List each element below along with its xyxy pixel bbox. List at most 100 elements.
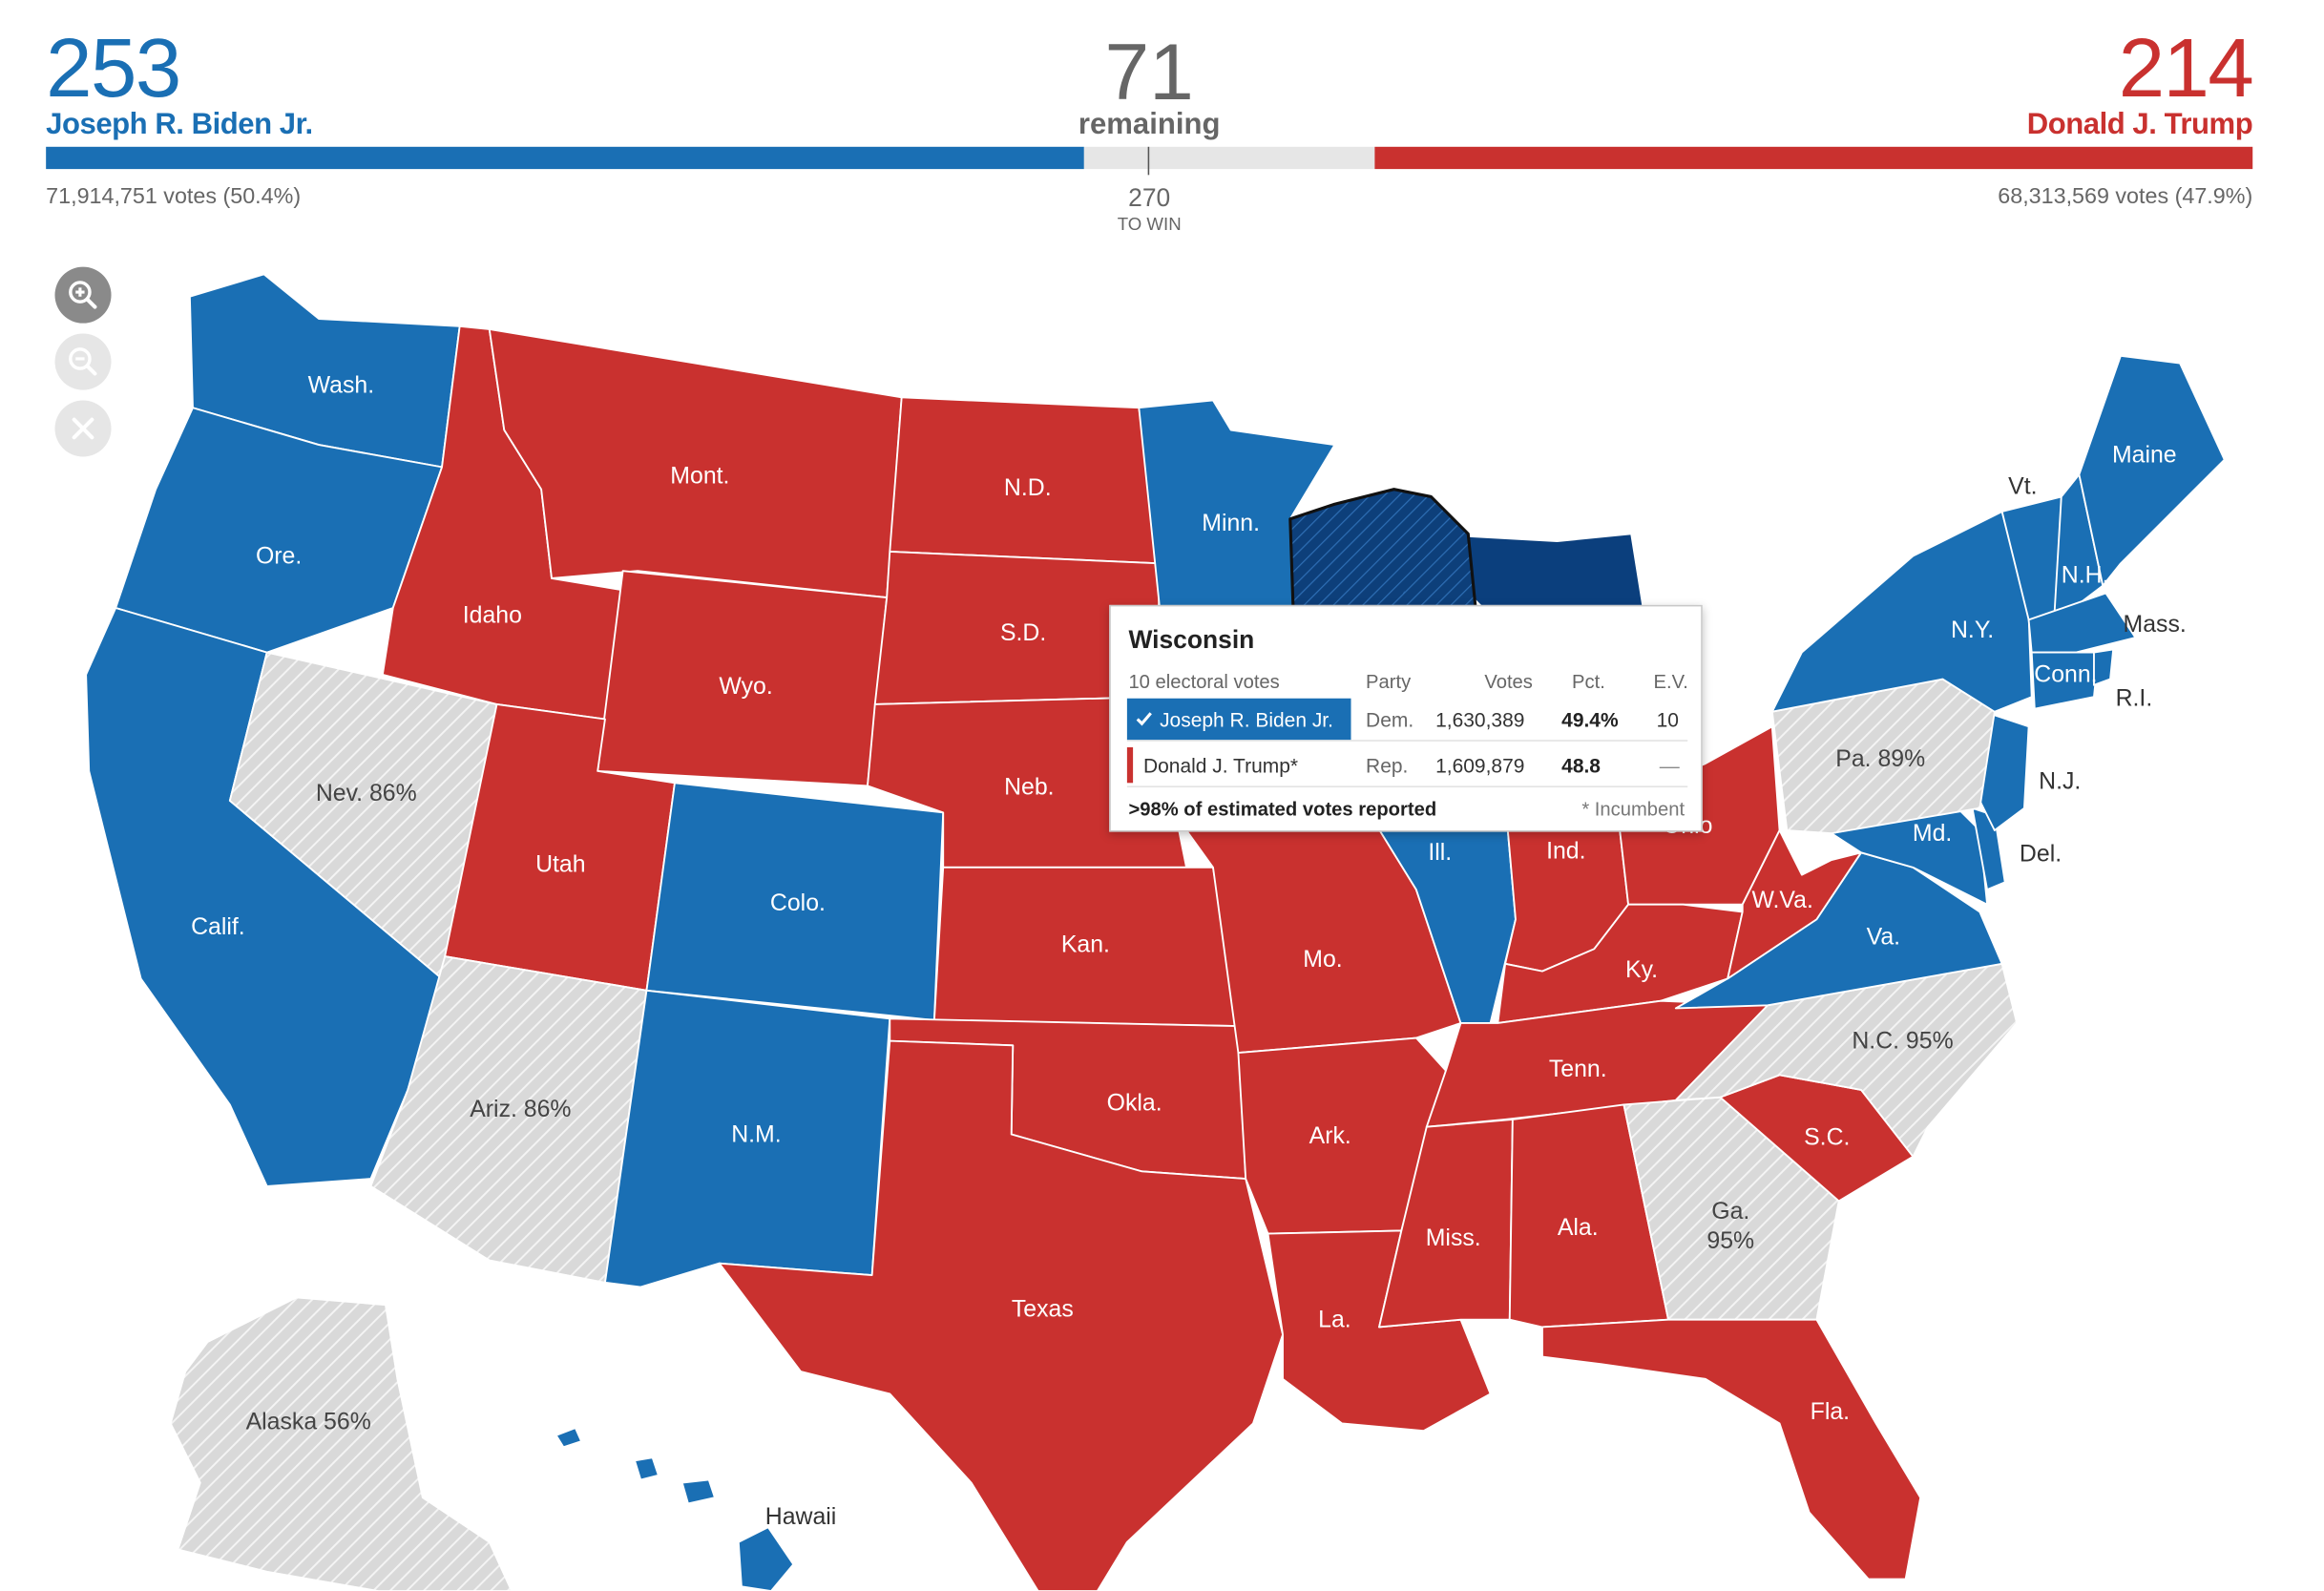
state-mass[interactable]: [2027, 592, 2137, 654]
tooltip-votes: 1,630,389: [1435, 708, 1525, 731]
label-ny: N.Y.: [1951, 618, 1994, 643]
label-nm: N.M.: [731, 1121, 781, 1147]
state-maine[interactable]: [2078, 354, 2226, 587]
state-ny[interactable]: [1770, 511, 2033, 713]
state-texas[interactable]: [718, 1039, 1284, 1591]
tooltip-col-pct: Pct.: [1572, 670, 1605, 693]
label-conn: Conn.: [2034, 662, 2097, 688]
zoom-in-icon: [69, 281, 97, 309]
label-pa: Pa. 89%: [1835, 746, 1925, 772]
biden-name: Joseph R. Biden Jr.: [46, 108, 313, 141]
tooltip-incumbent-note: * Incumbent: [1581, 797, 1685, 821]
tooltip-ev: —: [1659, 754, 1680, 778]
label-wva: W.Va.: [1751, 888, 1812, 913]
close-icon: [72, 417, 94, 440]
tooltip-pct: 48.8: [1561, 754, 1601, 778]
label-alaska: Alaska 56%: [246, 1410, 371, 1435]
tooltip-state-name: Wisconsin: [1128, 625, 1255, 655]
state-hawaii[interactable]: [737, 1526, 795, 1591]
tooltip-divider: [1126, 740, 1688, 742]
zoom-out-button[interactable]: [54, 333, 112, 390]
label-ariz: Ariz. 86%: [470, 1097, 571, 1122]
zoom-in-button[interactable]: [54, 266, 112, 324]
label-nh: N.H.: [2062, 563, 2109, 589]
trump-name: Donald J. Trump: [2026, 108, 2253, 141]
label-nj: N.J.: [2039, 769, 2081, 795]
tooltip-col-ev: E.V.: [1653, 670, 1688, 693]
tooltip-candidate-name: Donald J. Trump*: [1142, 754, 1299, 778]
label-ind: Ind.: [1546, 839, 1585, 865]
trump-progress-bar: [1374, 146, 2253, 170]
label-ga-pct: 95%: [1706, 1228, 1754, 1254]
label-ga: Ga.: [1711, 1199, 1749, 1225]
state-fla[interactable]: [1541, 1318, 1922, 1581]
remaining-label: remaining: [1078, 108, 1221, 141]
label-vt: Vt.: [2008, 473, 2037, 499]
label-nd: N.D.: [1004, 475, 1052, 501]
label-la: La.: [1318, 1307, 1351, 1332]
tooltip-electoral-votes: 10 electoral votes: [1128, 670, 1280, 693]
trump-electoral-votes: 214: [2118, 20, 2254, 115]
label-texas: Texas: [1012, 1297, 1074, 1323]
tooltip-col-votes: Votes: [1484, 670, 1533, 693]
tooltip-col-party: Party: [1366, 670, 1412, 693]
label-hawaii: Hawaii: [765, 1504, 837, 1530]
label-md: Md.: [1913, 821, 1952, 847]
label-nev: Nev. 86%: [316, 781, 417, 806]
state-ri[interactable]: [2093, 648, 2115, 686]
state-hawaii-islands[interactable]: [555, 1427, 716, 1505]
label-minn: Minn.: [1202, 511, 1260, 536]
label-mass: Mass.: [2124, 612, 2187, 638]
label-ore: Ore.: [256, 543, 302, 569]
tooltip-ev: 10: [1656, 708, 1679, 731]
label-maine: Maine: [2112, 443, 2177, 469]
label-mo: Mo.: [1303, 947, 1342, 973]
label-ark: Ark.: [1309, 1123, 1351, 1149]
tooltip-divider: [1126, 785, 1688, 787]
label-kan: Kan.: [1061, 932, 1110, 957]
biden-electoral-votes: 253: [46, 20, 181, 115]
tooltip-pct: 49.4%: [1561, 708, 1619, 731]
state-wisc[interactable]: [1288, 488, 1477, 610]
label-ala: Ala.: [1558, 1215, 1599, 1241]
zoom-out-icon: [69, 347, 97, 376]
state-conn[interactable]: [2030, 651, 2100, 710]
rep-color-marker: [1126, 747, 1134, 784]
winner-highlight: [1126, 698, 1351, 741]
label-fla: Fla.: [1811, 1399, 1850, 1425]
state-tooltip: Wisconsin 10 electoral votes Party Votes…: [1109, 604, 1703, 832]
label-okla: Okla.: [1107, 1091, 1162, 1117]
remaining-progress-bar: [1083, 146, 1375, 170]
label-calif: Calif.: [191, 914, 245, 940]
tooltip-reported: >98% of estimated votes reported: [1128, 797, 1437, 821]
reset-zoom-button[interactable]: [54, 400, 112, 457]
label-del: Del.: [2020, 842, 2062, 868]
state-ore[interactable]: [115, 407, 443, 654]
label-idaho: Idaho: [463, 603, 522, 629]
tooltip-votes: 1,609,879: [1435, 754, 1525, 778]
label-wash: Wash.: [308, 373, 375, 399]
state-alaska[interactable]: [169, 1296, 513, 1591]
trump-popular-votes: 68,313,569 votes (47.9%): [1998, 183, 2253, 210]
remaining-count: 71: [1104, 28, 1194, 117]
threshold-label: TO WIN: [1117, 213, 1182, 235]
label-wyo: Wyo.: [719, 674, 772, 700]
label-colo: Colo.: [770, 890, 826, 916]
label-miss: Miss.: [1426, 1225, 1481, 1251]
label-ri: R.I.: [2116, 686, 2153, 712]
label-nc: N.C. 95%: [1852, 1028, 1953, 1054]
label-va: Va.: [1867, 925, 1900, 951]
tooltip-party: Rep.: [1366, 754, 1409, 778]
tooltip-party: Dem.: [1366, 708, 1414, 731]
state-labels: Wash. Ore. Calif. Nev. 86% Idaho Mont. W…: [191, 373, 2187, 1530]
check-icon: [1136, 712, 1152, 726]
biden-progress-bar: [46, 146, 1084, 170]
label-tenn: Tenn.: [1549, 1057, 1607, 1082]
label-neb: Neb.: [1004, 775, 1054, 801]
label-ill: Ill.: [1428, 840, 1452, 866]
biden-popular-votes: 71,914,751 votes (50.4%): [46, 183, 302, 210]
label-ky: Ky.: [1625, 957, 1658, 983]
label-utah: Utah: [535, 852, 585, 878]
